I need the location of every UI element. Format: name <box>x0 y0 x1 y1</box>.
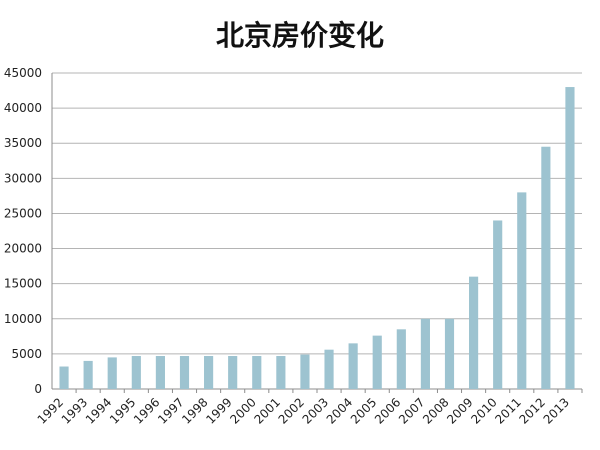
y-tick-label: 20000 <box>4 242 42 256</box>
x-tick-label: 2010 <box>468 395 499 426</box>
x-tick-label: 2001 <box>251 395 282 426</box>
bar <box>276 355 286 389</box>
bar <box>83 360 93 389</box>
chart-title: 北京房价变化 <box>215 19 384 52</box>
bar <box>469 276 479 389</box>
x-tick-label: 1994 <box>83 395 114 426</box>
bar <box>420 318 430 389</box>
x-tick-label: 2006 <box>372 395 403 426</box>
x-tick-label: 2009 <box>444 395 475 426</box>
bar <box>59 366 69 389</box>
bar <box>300 354 310 389</box>
bar <box>541 146 551 389</box>
bar <box>348 343 358 389</box>
y-tick-label: 45000 <box>4 66 42 80</box>
bar <box>444 318 455 389</box>
y-tick-label: 10000 <box>4 312 42 326</box>
bar <box>493 220 503 389</box>
y-tick-label: 5000 <box>11 347 42 361</box>
x-tick-label: 2012 <box>516 395 547 426</box>
x-tick-label: 2007 <box>396 395 427 426</box>
bar <box>565 87 575 390</box>
bar <box>131 355 141 389</box>
y-tick-label: 15000 <box>4 277 42 291</box>
bar <box>372 335 382 389</box>
x-tick-label: 1993 <box>59 395 90 426</box>
x-tick-label: 2000 <box>227 395 258 426</box>
bar <box>396 329 406 389</box>
y-tick-label: 25000 <box>4 206 42 220</box>
y-tick-label: 40000 <box>4 101 42 115</box>
x-tick-label: 1992 <box>35 395 66 426</box>
x-tick-label: 2004 <box>324 395 355 426</box>
bar <box>179 355 190 389</box>
x-tick-label: 2013 <box>541 395 572 426</box>
y-tick-label: 0 <box>34 382 42 396</box>
x-tick-label: 2005 <box>348 395 379 426</box>
bar <box>107 357 117 389</box>
bar <box>252 355 262 389</box>
bar <box>204 355 214 389</box>
bar <box>228 355 238 389</box>
x-tick-label: 1995 <box>107 395 138 426</box>
bar <box>517 192 527 389</box>
x-tick-label: 2008 <box>420 395 451 426</box>
x-tick-label: 1999 <box>203 395 234 426</box>
x-tick-label: 1996 <box>131 395 162 426</box>
y-tick-label: 30000 <box>4 171 42 185</box>
x-tick-label: 2002 <box>276 395 307 426</box>
bar <box>324 349 334 389</box>
bar <box>155 355 165 389</box>
x-tick-label: 1998 <box>179 395 210 426</box>
x-tick-label: 2003 <box>300 395 331 426</box>
y-tick-label: 35000 <box>4 136 42 150</box>
x-tick-label: 1997 <box>155 395 186 426</box>
x-tick-label: 2011 <box>492 395 523 426</box>
